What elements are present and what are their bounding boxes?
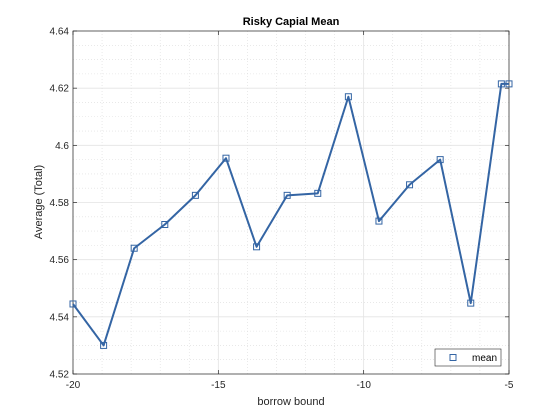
- data-point-marker: [283, 191, 291, 199]
- x-tick-label: -10: [356, 380, 371, 391]
- y-tick-label: 4.54: [50, 312, 70, 323]
- series-line-mean: [72, 82, 509, 347]
- data-point-marker: [100, 341, 108, 349]
- data-point-marker: [69, 300, 77, 308]
- data-point-marker: [222, 154, 230, 162]
- x-tick-label: -15: [211, 380, 226, 391]
- x-tick-label: -5: [505, 380, 514, 391]
- y-tick-label: 4.62: [50, 84, 70, 95]
- chart-title: Risky Capial Mean: [243, 16, 340, 28]
- legend: mean: [434, 348, 502, 367]
- y-axis-label: Average (Total): [33, 165, 45, 239]
- y-tick-label: 4.58: [50, 198, 70, 209]
- legend-marker: [449, 354, 457, 361]
- data-point-marker: [161, 221, 169, 229]
- x-axis-label: borrow bound: [257, 396, 324, 408]
- y-tick-label: 4.52: [50, 370, 70, 381]
- y-axis-ticks: 4.52 4.54 4.56 4.58 4.6 4.62 4.64: [50, 27, 509, 381]
- legend-box: [434, 348, 502, 367]
- y-tick-label: 4.56: [50, 255, 70, 266]
- data-point-marker: [497, 80, 505, 88]
- data-point-marker: [406, 181, 414, 189]
- y-tick-label: 4.64: [50, 27, 70, 38]
- data-point-marker: [191, 191, 199, 199]
- data-point-marker: [505, 80, 513, 88]
- series-group: [69, 80, 513, 349]
- data-point-marker: [130, 244, 138, 252]
- x-tick-label: -20: [66, 380, 81, 391]
- data-point-marker: [314, 189, 322, 197]
- legend-entry-mean: mean: [472, 353, 497, 364]
- y-tick-label: 4.6: [55, 141, 69, 152]
- data-point-marker: [253, 243, 261, 251]
- data-point-marker: [467, 299, 475, 307]
- data-point-marker: [436, 156, 444, 164]
- data-point-marker: [375, 217, 383, 225]
- data-point-marker: [344, 93, 352, 101]
- x-axis-ticks: -20 -15 -10 -5: [66, 31, 514, 391]
